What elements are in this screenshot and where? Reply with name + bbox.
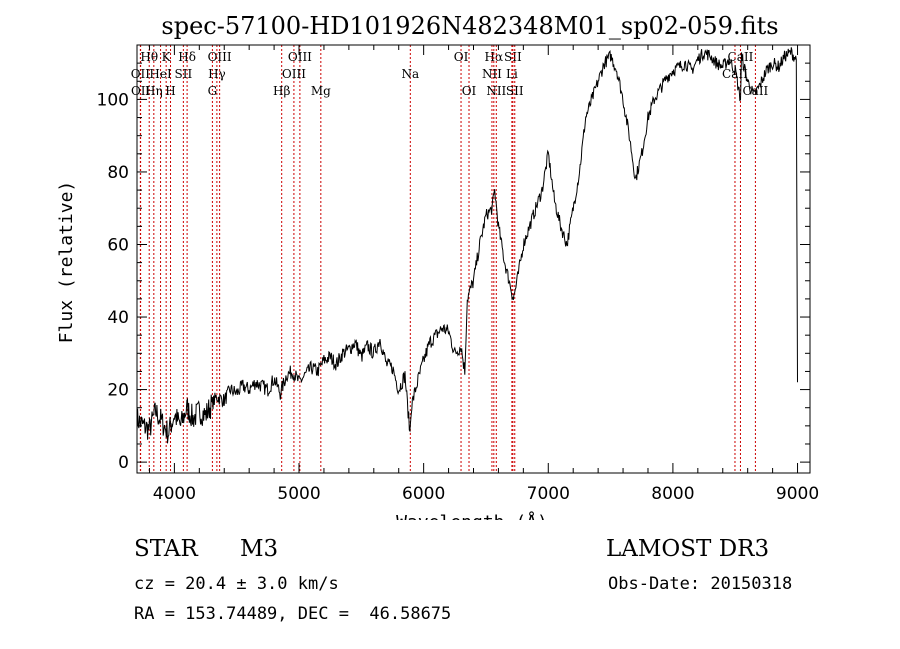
plot-frame bbox=[136, 44, 811, 474]
x-tick-label-9000: 9000 bbox=[776, 484, 819, 504]
line-label-2: OII bbox=[131, 84, 151, 98]
obs-date: Obs-Date: 20150318 bbox=[608, 574, 793, 594]
line-label-25: CaII bbox=[728, 50, 754, 64]
y-tick-label-60: 60 bbox=[107, 235, 129, 255]
object-class: STAR bbox=[134, 536, 198, 562]
flux-line bbox=[136, 47, 798, 444]
line-label-11: G bbox=[208, 84, 218, 98]
x-tick-label-4000: 4000 bbox=[153, 484, 196, 504]
y-axis-label: Flux (relative) bbox=[56, 181, 77, 344]
line-label-23: Li bbox=[506, 67, 518, 81]
line-label-13: OIII bbox=[282, 67, 306, 81]
line-label-9: OIII bbox=[208, 50, 232, 64]
object-subclass: M3 bbox=[240, 536, 279, 562]
flux-series bbox=[136, 47, 798, 444]
spectrum-chart: spec-57100-HD101926N482348M01_sp02-059.f… bbox=[56, 12, 819, 520]
line-label-7: SII bbox=[175, 67, 193, 81]
line-label-14: Hβ bbox=[273, 84, 290, 98]
line-label-24: SII bbox=[506, 84, 524, 98]
line-label-8: H bbox=[165, 84, 175, 98]
line-label-10: Hγ bbox=[208, 67, 226, 81]
x-axis-label: Wavelength (Å) bbox=[396, 511, 548, 520]
line-label-6: Hδ bbox=[178, 50, 196, 64]
line-label-19: Hα bbox=[485, 50, 504, 64]
line-label-17: OI bbox=[454, 50, 469, 64]
y-tick-label-0: 0 bbox=[118, 453, 129, 473]
line-label-18: OI bbox=[462, 84, 477, 98]
y-tick-label-40: 40 bbox=[107, 308, 129, 328]
y-tick-label-80: 80 bbox=[107, 163, 129, 183]
axis-ticks: 4000 5000 6000 7000 8000 9000 0 20 40 60 80 100 bbox=[97, 45, 819, 504]
chart-title: spec-57100-HD101926N482348M01_sp02-059.f… bbox=[161, 12, 778, 40]
x-tick-label-5000: 5000 bbox=[277, 484, 320, 504]
line-label-20: NII bbox=[482, 67, 502, 81]
line-label-3: K bbox=[162, 50, 172, 64]
line-label-15: Mg bbox=[311, 84, 331, 98]
x-tick-label-8000: 8000 bbox=[651, 484, 694, 504]
survey-label: LAMOST DR3 bbox=[606, 536, 770, 562]
x-tick-label-6000: 6000 bbox=[402, 484, 445, 504]
line-label-5: Hη bbox=[145, 84, 163, 98]
line-label-4: HeI bbox=[149, 67, 172, 81]
line-label-22: SII bbox=[504, 50, 522, 64]
line-label-0: Hθ bbox=[140, 50, 158, 64]
redshift-readout: cz = 20.4 ± 3.0 km/s bbox=[134, 574, 339, 594]
line-label-21: NII bbox=[486, 84, 506, 98]
x-tick-label-7000: 7000 bbox=[527, 484, 570, 504]
line-label-12: OIII bbox=[288, 50, 312, 64]
line-label-16: Na bbox=[401, 67, 419, 81]
y-tick-label-20: 20 bbox=[107, 381, 129, 401]
y-tick-label-100: 100 bbox=[97, 90, 129, 110]
coordinates: RA = 153.74489, DEC = 46.58675 bbox=[134, 604, 452, 624]
